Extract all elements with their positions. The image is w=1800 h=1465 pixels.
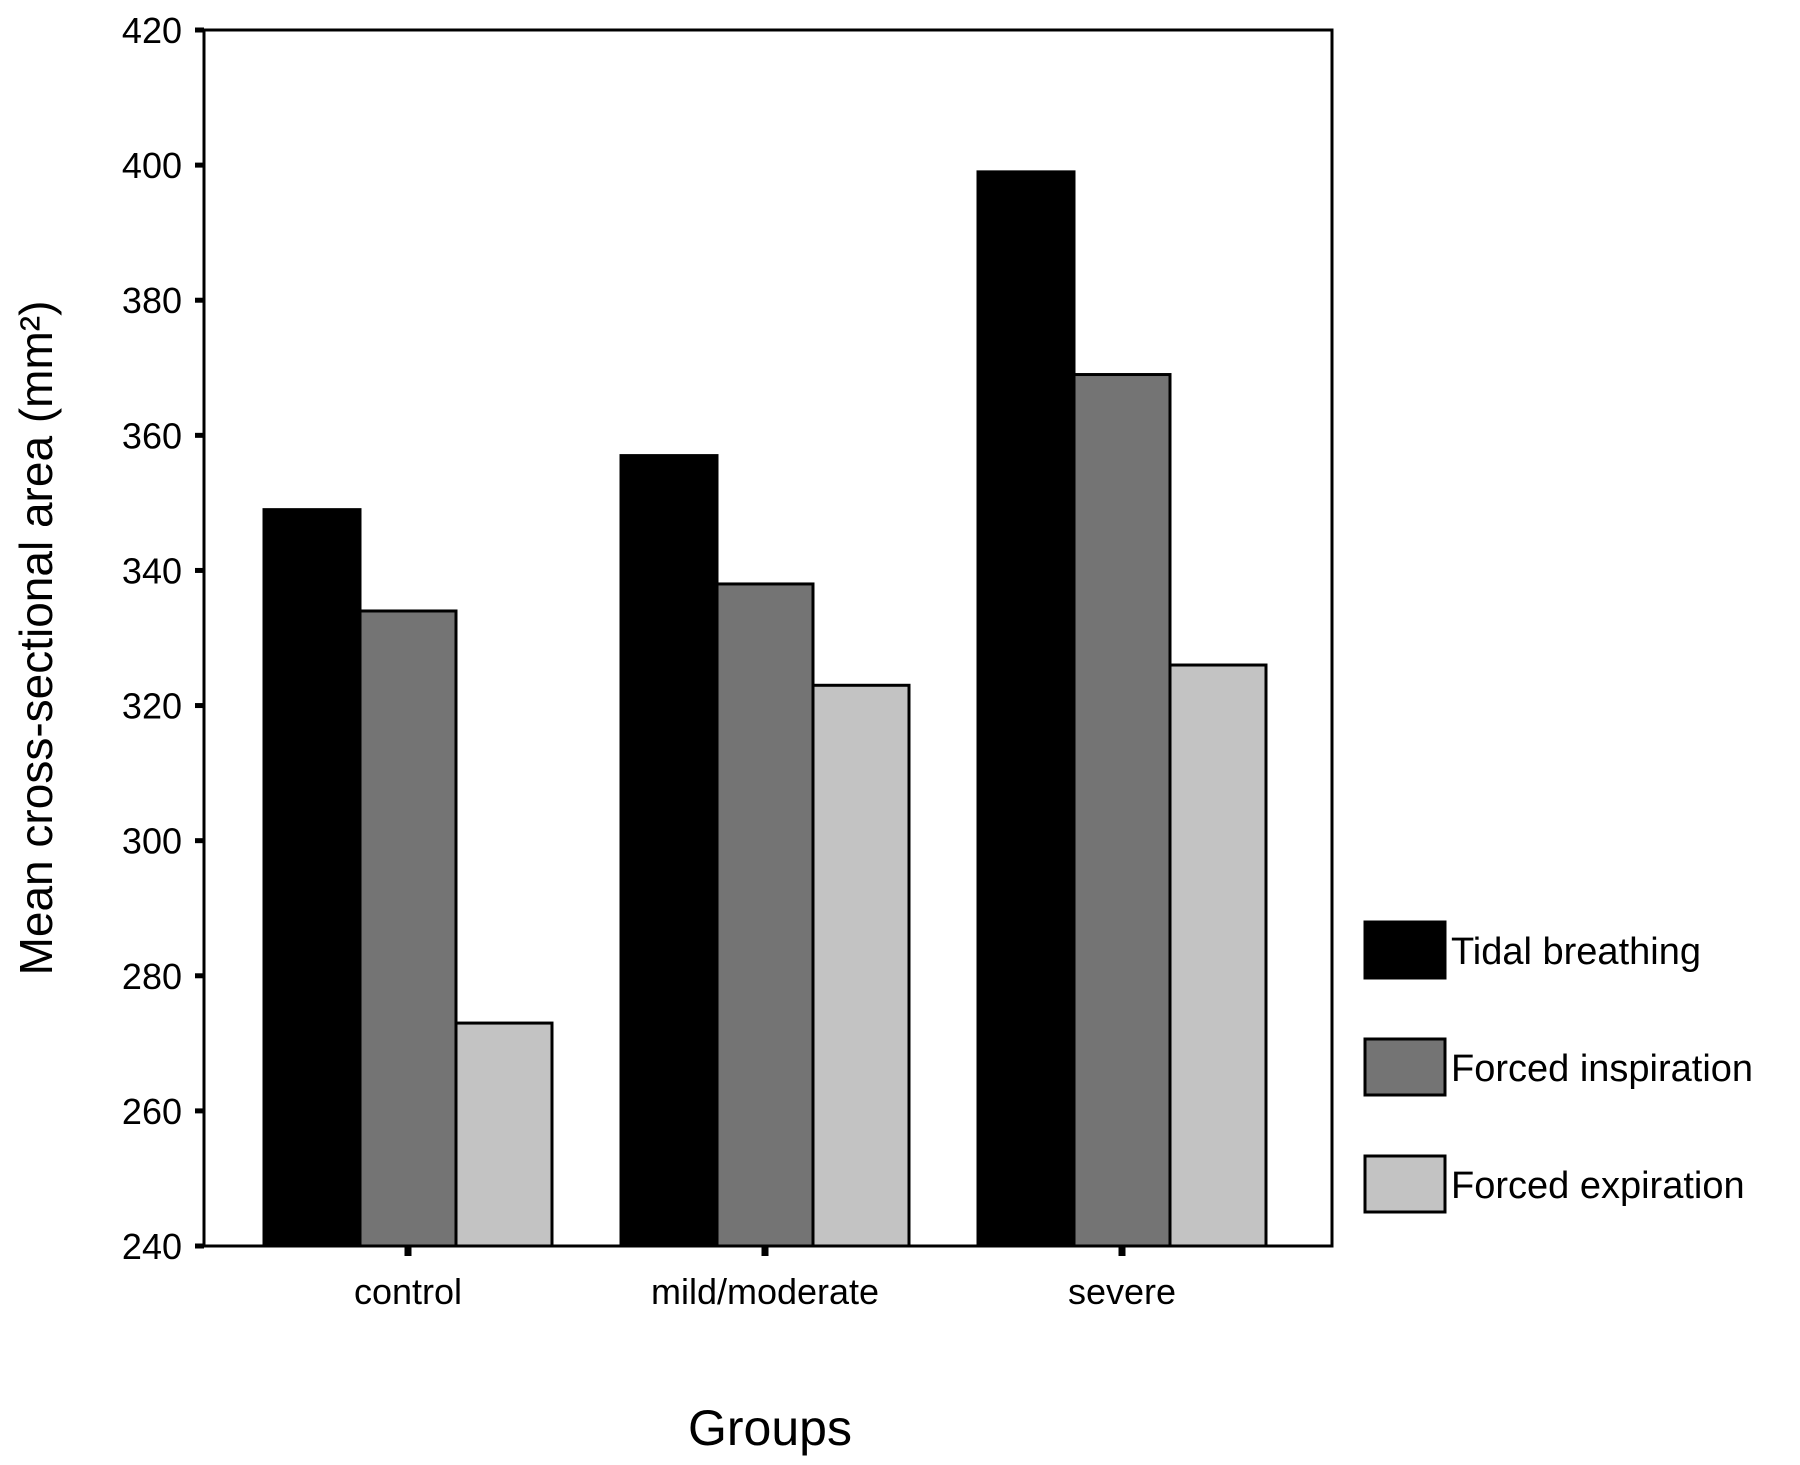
bar-mild-moderate-series-3 bbox=[811, 683, 911, 1248]
y-tick-label: 340 bbox=[122, 550, 182, 591]
bar-control-series-1 bbox=[262, 508, 362, 1248]
bar-severe-series-3 bbox=[1168, 663, 1268, 1248]
legend-label: Forced inspiration bbox=[1451, 1048, 1753, 1090]
y-tick-label: 360 bbox=[122, 415, 182, 456]
y-tick-label: 300 bbox=[122, 821, 182, 862]
y-tick-label: 260 bbox=[122, 1091, 182, 1132]
legend-label: Tidal breathing bbox=[1451, 931, 1701, 973]
y-axis-title: Mean cross-sectional area (mm²) bbox=[10, 301, 62, 976]
legend-label: Forced expiration bbox=[1451, 1165, 1745, 1207]
y-tick-label: 380 bbox=[122, 280, 182, 321]
legend-swatch bbox=[1363, 920, 1447, 980]
x-tick-label: severe bbox=[1068, 1271, 1176, 1312]
legend-swatch bbox=[1363, 1154, 1447, 1214]
y-tick-label: 240 bbox=[122, 1226, 182, 1267]
x-tick-label: mild/moderate bbox=[651, 1271, 879, 1312]
y-tick-label: 280 bbox=[122, 956, 182, 997]
bar-control-series-2 bbox=[358, 609, 458, 1248]
legend: Tidal breathing Forced inspiration Forced … bbox=[1363, 920, 1753, 1214]
bar-mild-moderate-series-1 bbox=[619, 454, 719, 1248]
x-tick-label: control bbox=[354, 1271, 462, 1312]
bar-severe-series-2 bbox=[1072, 373, 1172, 1248]
y-axis: 240 260 280 300 320 340 360 380 400 420 bbox=[122, 10, 204, 1267]
y-tick-label: 400 bbox=[122, 145, 182, 186]
bars bbox=[262, 170, 1268, 1248]
x-axis: control mild/moderate severe bbox=[354, 1246, 1176, 1312]
bar-control-series-3 bbox=[454, 1021, 554, 1248]
y-tick-label: 320 bbox=[122, 686, 182, 727]
legend-swatch bbox=[1363, 1037, 1447, 1097]
bar-mild-moderate-series-2 bbox=[715, 582, 815, 1248]
bar-severe-series-1 bbox=[976, 170, 1076, 1248]
y-tick-label: 420 bbox=[122, 10, 182, 51]
x-axis-title: Groups bbox=[688, 1400, 852, 1456]
